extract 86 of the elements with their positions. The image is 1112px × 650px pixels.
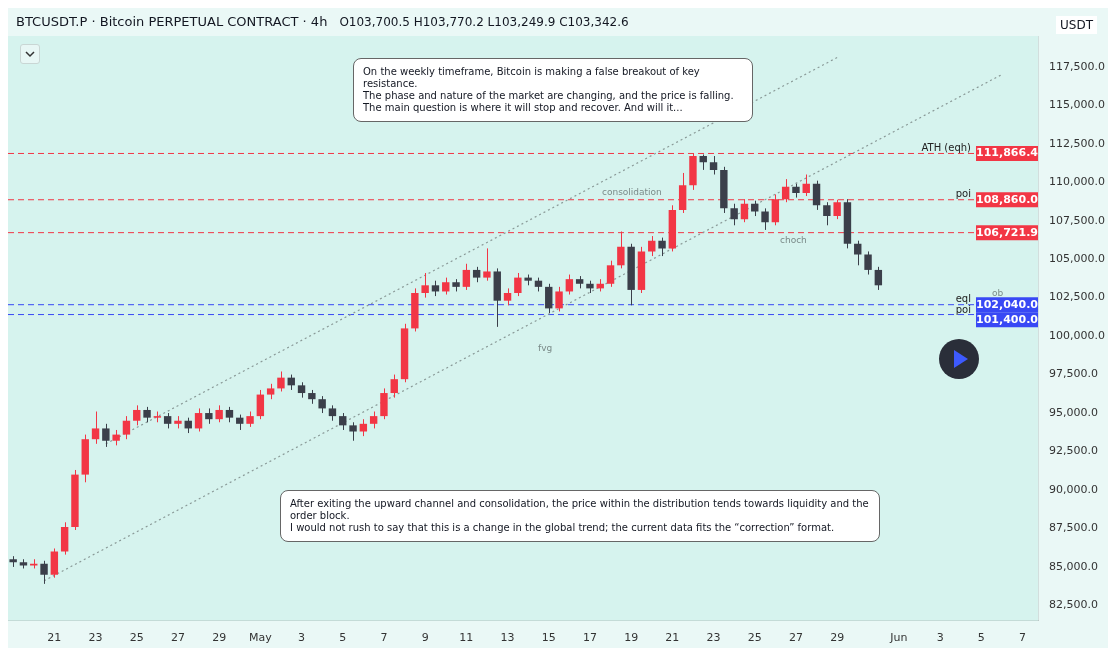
- x-tick-label: 23: [706, 631, 721, 645]
- x-tick-label: 7: [380, 631, 388, 645]
- ref-line-label: poi: [955, 304, 971, 316]
- candlestick: [483, 247, 491, 282]
- y-tick-label: 110,000.0: [1049, 175, 1105, 189]
- y-tick-label: 107,500.0: [1049, 213, 1105, 227]
- candlestick: [730, 203, 738, 226]
- x-tick-label: 7: [1019, 631, 1027, 645]
- candlestick: [380, 387, 388, 420]
- y-tick-label: 117,500.0: [1049, 59, 1105, 73]
- candlestick: [802, 174, 810, 197]
- x-tick-label: 17: [582, 631, 597, 645]
- candlestick: [421, 272, 429, 299]
- candlestick: [514, 272, 522, 297]
- candlestick: [122, 415, 131, 440]
- y-tick-label: 95,000.0: [1049, 405, 1098, 419]
- candlestick: [565, 274, 574, 296]
- candlestick: [812, 180, 821, 211]
- x-tick-label: 23: [88, 631, 103, 645]
- annotation: consolidation: [602, 186, 662, 198]
- x-tick-label: 21: [665, 631, 680, 645]
- candlestick: [194, 407, 203, 433]
- annotation: 111,866.4: [976, 146, 1039, 160]
- candlestick: [833, 199, 841, 220]
- x-tick-label: May: [248, 631, 273, 645]
- candlestick: [874, 266, 883, 291]
- candlestick: [606, 260, 615, 288]
- ref-line-label: ATH (eqh): [921, 142, 972, 154]
- candlestick: [277, 370, 285, 392]
- candlestick: [256, 389, 265, 420]
- candlestick: [854, 240, 862, 266]
- x-tick-label: 3: [936, 631, 944, 645]
- candlestick: [349, 421, 357, 442]
- candlestick: [390, 374, 398, 399]
- ref-line-label: poi: [955, 188, 971, 200]
- candlestick: [50, 547, 59, 579]
- y-tick-label: 100,000.0: [1049, 328, 1105, 342]
- x-tick-label: 27: [788, 631, 803, 645]
- candlestick: [91, 411, 100, 445]
- candlestick: [658, 237, 666, 257]
- x-tick-label: 5: [339, 631, 347, 645]
- candlestick: [823, 201, 831, 226]
- annotation: 108,860.0: [976, 192, 1039, 206]
- x-tick-label: 5: [977, 631, 985, 645]
- candlestick: [133, 404, 141, 426]
- x-tick-label: 29: [212, 631, 227, 645]
- candlestick: [555, 286, 563, 312]
- x-tick-label: 29: [830, 631, 845, 645]
- y-tick-label: 82,500.0: [1049, 598, 1098, 612]
- x-tick-label: 9: [421, 631, 429, 645]
- x-tick-label: 15: [541, 631, 556, 645]
- candlestick: [462, 263, 471, 291]
- candlestick: [102, 423, 110, 448]
- candlestick: [709, 155, 718, 176]
- x-tick-label: 19: [624, 631, 639, 645]
- candlestick: [40, 560, 48, 585]
- x-tick-label: 13: [500, 631, 515, 645]
- x-tick-label: 27: [170, 631, 185, 645]
- ref-line-label: eql: [955, 293, 971, 305]
- x-tick-label: 25: [747, 631, 762, 645]
- y-tick-label: 85,000.0: [1049, 559, 1098, 573]
- y-tick-label: 90,000.0: [1049, 482, 1098, 496]
- x-tick-label: 25: [129, 631, 144, 645]
- annotation: 106,721.9: [976, 225, 1038, 239]
- candlestick: [864, 250, 872, 276]
- x-tick-label: 21: [47, 631, 62, 645]
- x-tick-label: 11: [459, 631, 474, 645]
- annotation: choch: [780, 234, 807, 246]
- x-tick-label: Jun: [889, 631, 908, 645]
- y-tick-label: 87,500.0: [1049, 521, 1098, 535]
- annotation: ob: [992, 287, 1004, 299]
- chart-title: BTCUSDT.P · Bitcoin PERPETUAL CONTRACT · 4h: [16, 14, 328, 29]
- y-axis-title: USDT: [1056, 16, 1097, 34]
- y-tick-label: 97,500.0: [1049, 367, 1098, 381]
- y-tick-label: 92,500.0: [1049, 444, 1098, 458]
- annotation: 101,400.0: [976, 312, 1039, 326]
- chart-subtitle: O103,700.5 H103,770.2 L103,249.9 C103,342.6: [339, 15, 629, 29]
- annotation: 102,040.0: [976, 297, 1039, 311]
- y-tick-label: 115,000.0: [1049, 98, 1105, 112]
- y-tick-label: 112,500.0: [1049, 136, 1105, 150]
- x-tick-label: 3: [298, 631, 306, 645]
- y-tick-label: 105,000.0: [1049, 252, 1105, 266]
- candlestick: [545, 283, 553, 314]
- candlestick: [761, 207, 769, 231]
- annotation: fvg: [538, 342, 553, 354]
- y-tick-label: 102,500.0: [1049, 290, 1105, 304]
